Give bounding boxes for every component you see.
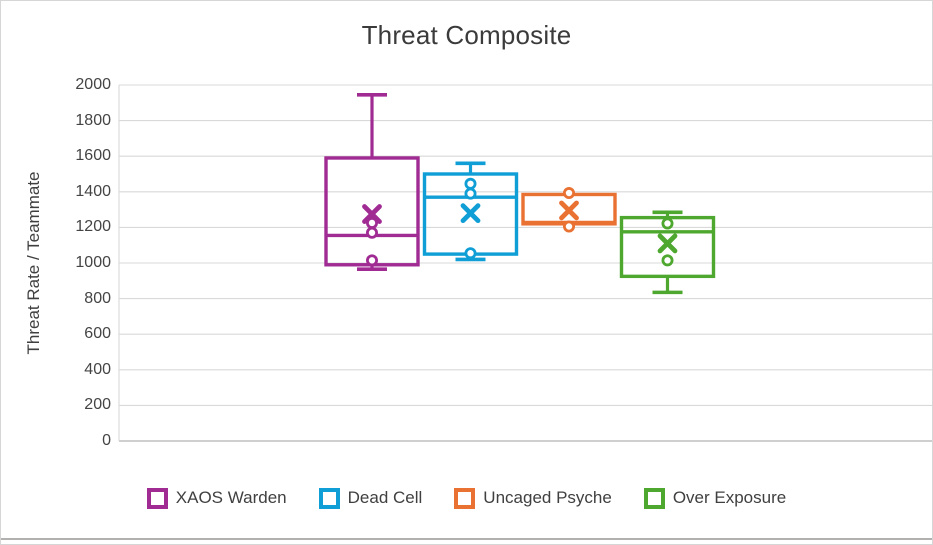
- series-over-exposure[interactable]: [619, 210, 716, 295]
- y-tick-label: 1600: [75, 147, 111, 165]
- data-point: [365, 226, 378, 239]
- series-uncaged-psyche[interactable]: [521, 187, 617, 233]
- y-tick-label: 400: [84, 360, 111, 378]
- legend-item-uncaged-psyche[interactable]: Uncaged Psyche: [454, 487, 612, 509]
- y-tick-label: 200: [84, 396, 111, 414]
- data-point: [365, 254, 378, 267]
- legend-item-over-exposure[interactable]: Over Exposure: [643, 487, 787, 509]
- y-tick-label: 600: [84, 325, 111, 343]
- data-point: [464, 247, 477, 260]
- data-point: [464, 187, 477, 200]
- mean-marker: [559, 200, 579, 221]
- data-point: [563, 220, 576, 233]
- y-tick-label: 1800: [75, 111, 111, 129]
- legend-item-xaos-warden[interactable]: XAOS Warden: [146, 487, 287, 509]
- legend-label: Over Exposure: [672, 488, 787, 507]
- mean-marker: [657, 233, 678, 254]
- mean-marker: [362, 204, 382, 224]
- y-tick-label: 0: [102, 432, 111, 449]
- legend-item-dead-cell[interactable]: Dead Cell: [318, 487, 423, 509]
- y-tick-label: 1400: [75, 182, 111, 200]
- frame-bottom-rule: [1, 538, 932, 540]
- legend: XAOS Warden Dead Cell Uncaged Psyche Over E…: [1, 483, 932, 513]
- data-point: [661, 254, 674, 267]
- y-tick-label: 2000: [75, 76, 111, 93]
- y-tick-label: 1200: [75, 218, 111, 236]
- y-tick-label: 800: [84, 289, 111, 307]
- legend-swatch-icon: [318, 487, 340, 509]
- data-point: [661, 217, 674, 230]
- data-point: [464, 177, 477, 190]
- legend-label: Uncaged Psyche: [483, 488, 612, 507]
- legend-label: XAOS Warden: [175, 488, 287, 507]
- legend-swatch-icon: [146, 487, 168, 509]
- data-point: [563, 187, 576, 200]
- series-xaos-warden[interactable]: [324, 92, 420, 272]
- legend-swatch-icon: [643, 487, 665, 509]
- legend-swatch-icon: [454, 487, 476, 509]
- mean-marker: [460, 203, 481, 224]
- series-dead-cell[interactable]: [422, 161, 519, 262]
- legend-label: Dead Cell: [347, 488, 423, 507]
- chart-title[interactable]: Threat Composite: [361, 20, 572, 50]
- y-tick-label: 1000: [75, 254, 111, 271]
